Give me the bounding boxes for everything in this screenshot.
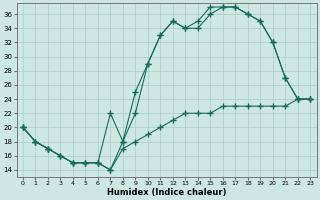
X-axis label: Humidex (Indice chaleur): Humidex (Indice chaleur) [107,188,226,197]
